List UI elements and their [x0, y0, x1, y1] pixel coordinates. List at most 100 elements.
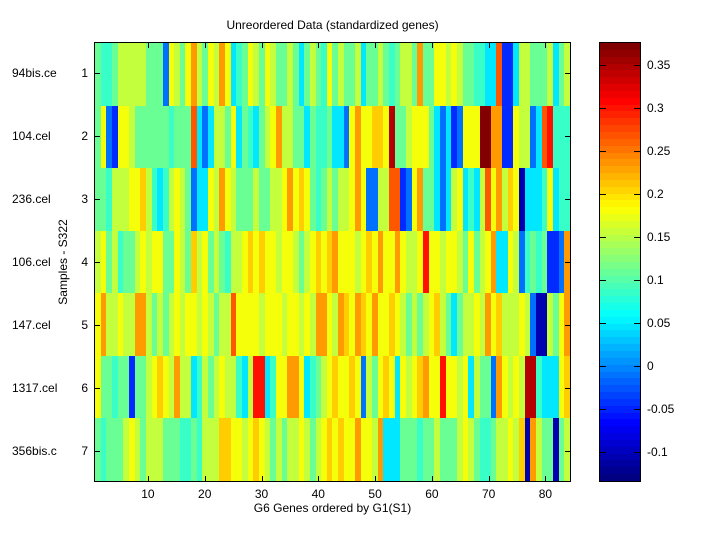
heatmap-cell — [445, 105, 452, 169]
heatmap-cell — [123, 43, 129, 106]
heatmap-cell — [140, 43, 146, 106]
heatmap-cell — [496, 418, 503, 481]
heatmap-cell — [372, 105, 378, 169]
heatmap-cell — [236, 355, 243, 419]
heatmap-cell — [258, 418, 265, 481]
heatmap-cell — [264, 418, 271, 481]
heatmap-cell — [123, 168, 129, 231]
heatmap-cell — [524, 355, 531, 419]
heatmap-cell — [394, 355, 401, 419]
heatmap-cell — [502, 230, 508, 294]
heatmap-cell — [411, 293, 418, 356]
heatmap-cell — [196, 168, 203, 231]
heatmap-cell — [332, 43, 339, 106]
heatmap-cell — [287, 230, 293, 294]
chart-title: Unreordered Data (standardized genes) — [226, 18, 439, 32]
heatmap-cell — [162, 168, 169, 231]
heatmap-cell — [417, 43, 423, 106]
heatmap-cell — [530, 168, 537, 231]
colorbar-band — [600, 419, 640, 427]
heatmap-cell — [558, 168, 565, 231]
heatmap-cell — [202, 293, 209, 356]
heatmap-cell — [456, 418, 463, 481]
heatmap-cell — [496, 168, 503, 231]
x-tick — [545, 43, 547, 48]
heatmap-cell — [140, 293, 146, 356]
heatmap-cell — [372, 43, 378, 106]
heatmap-cell — [253, 105, 259, 169]
heatmap-cell — [394, 168, 401, 231]
heatmap-cell — [281, 230, 288, 294]
heatmap-cell — [338, 105, 344, 169]
x-tick — [261, 476, 263, 481]
heatmap-cell — [196, 43, 203, 106]
heatmap-cell — [366, 418, 373, 481]
heatmap-cell — [236, 418, 243, 481]
heatmap-cell — [253, 418, 259, 481]
heatmap-cell — [145, 355, 152, 419]
heatmap-cell — [564, 293, 570, 356]
x-tick — [204, 43, 206, 48]
heatmap-cell — [179, 43, 186, 106]
heatmap-cell — [151, 105, 158, 169]
heatmap-cell — [321, 43, 327, 106]
heatmap-cell — [100, 43, 107, 106]
y-tick-label: 3 — [81, 192, 88, 207]
colorbar-band — [600, 104, 640, 112]
colorbar-band — [600, 145, 640, 153]
heatmap-cell — [315, 355, 322, 419]
colorbar-band — [600, 248, 640, 256]
heatmap-cell — [191, 293, 197, 356]
heatmap-cell — [558, 418, 565, 481]
heatmap-cell — [473, 418, 480, 481]
heatmap-cell — [157, 355, 163, 419]
heatmap-cell — [468, 293, 474, 356]
y-tick — [95, 324, 100, 326]
x-axis-label: G6 Genes ordered by G1(S1) — [253, 501, 412, 515]
heatmap-cell — [389, 105, 395, 169]
heatmap-cell — [349, 43, 356, 106]
heatmap-cell — [95, 230, 101, 294]
heatmap-cell — [513, 355, 520, 419]
colorbar-tick-label: -0.1 — [647, 444, 668, 459]
heatmap-cell — [394, 43, 401, 106]
heatmap-cell — [111, 355, 118, 419]
heatmap-cell — [406, 418, 412, 481]
heatmap-cell — [264, 230, 271, 294]
heatmap-cell — [304, 168, 310, 231]
colorbar-band — [600, 220, 640, 228]
heatmap-cell — [100, 355, 107, 419]
heatmap-cell — [468, 43, 474, 106]
colorbar-band — [600, 138, 640, 146]
heatmap-cell — [321, 418, 327, 481]
heatmap-cell — [417, 418, 423, 481]
heatmap-cell — [473, 230, 480, 294]
colorbar-band — [600, 371, 640, 379]
heatmap-cell — [519, 230, 525, 294]
heatmap-cell — [547, 230, 554, 294]
heatmap-cell — [502, 355, 508, 419]
heatmap-cell — [473, 293, 480, 356]
heatmap-cell — [513, 293, 520, 356]
heatmap-cell — [196, 355, 203, 419]
x-tick — [375, 43, 377, 48]
heatmap-cell — [462, 355, 469, 419]
heatmap-cell — [558, 230, 565, 294]
x-tick-label: 20 — [198, 487, 212, 501]
heatmap-cell — [496, 43, 503, 106]
heatmap-cell — [456, 105, 463, 169]
sample-label: 104.cel — [12, 129, 51, 144]
heatmap-cell — [428, 418, 435, 481]
heatmap-cell — [496, 293, 503, 356]
heatmap-cell — [128, 293, 135, 356]
heatmap-cell — [502, 43, 508, 106]
heatmap-cell — [168, 230, 175, 294]
heatmap-cell — [411, 168, 418, 231]
colorbar-band — [600, 453, 640, 461]
heatmap-cell — [338, 230, 344, 294]
heatmap-cell — [366, 293, 373, 356]
y-tick — [565, 199, 570, 201]
heatmap-cell — [309, 230, 316, 294]
heatmap-cell — [225, 293, 231, 356]
